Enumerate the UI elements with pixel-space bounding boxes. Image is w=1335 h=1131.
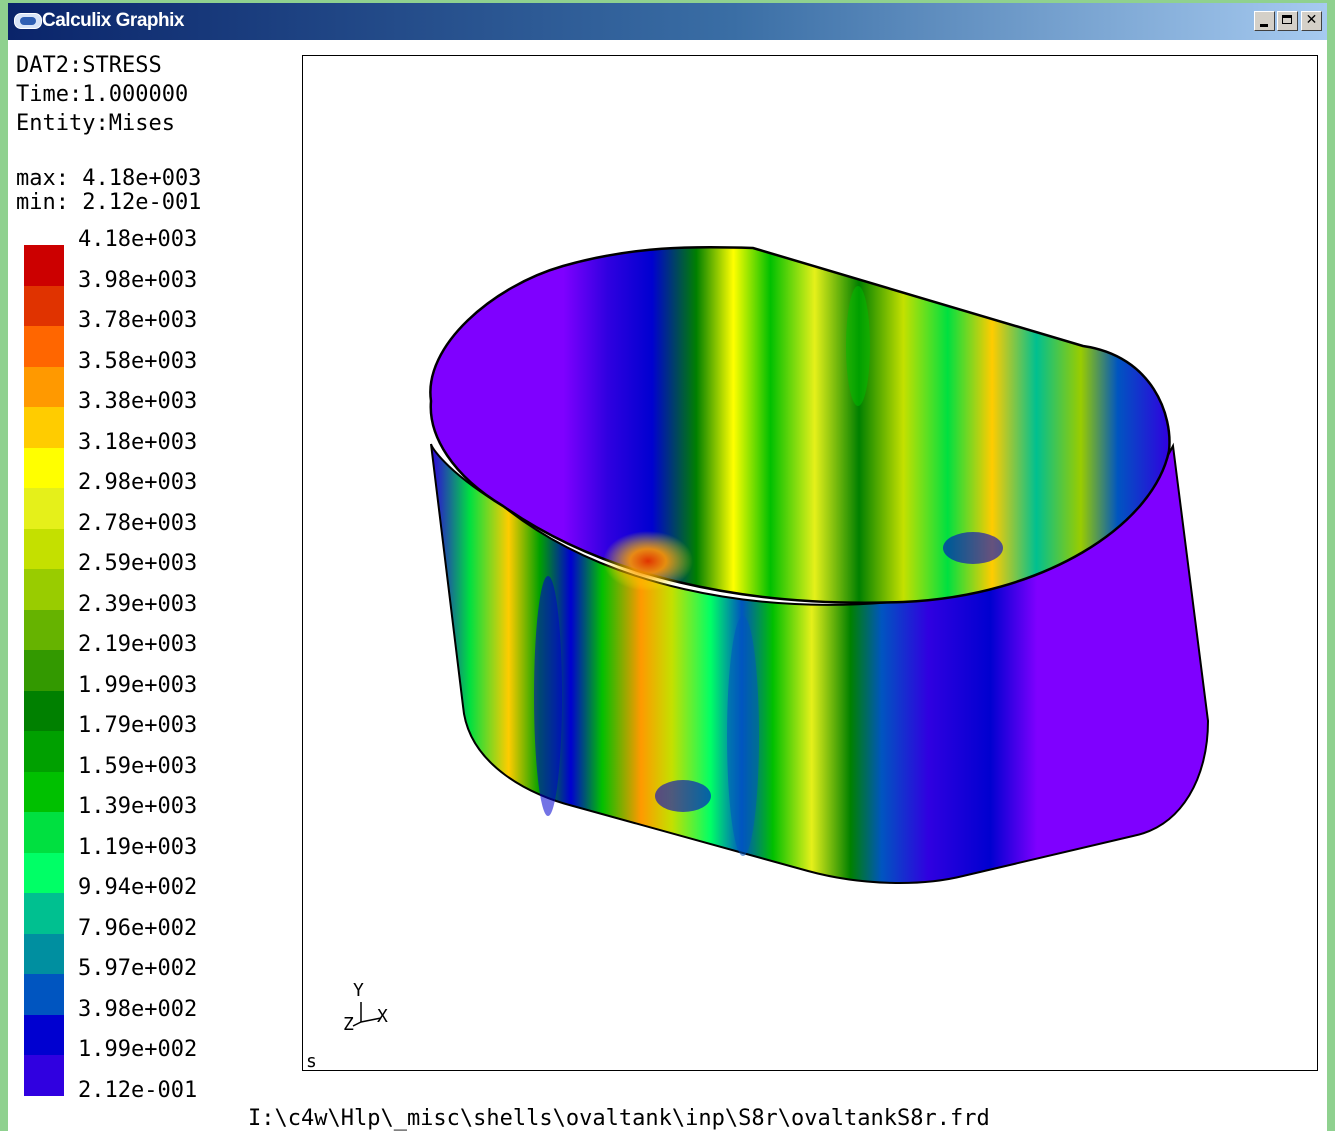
legend-value-label: 2.12e-001 [78,1077,198,1103]
max-value-label: max: 4.18e+003 [16,166,202,191]
time-label: Time:1.000000 [16,82,189,107]
legend-value-label: 5.97e+002 [78,956,198,981]
legend-swatch [24,690,64,731]
legend-swatch [24,326,64,367]
title-bar[interactable]: Calculix Graphix ✕ [8,3,1327,40]
tank-model[interactable] [303,56,1318,1071]
legend-swatch [24,650,64,691]
legend-value-label: 1.99e+003 [78,672,198,698]
legend-value-label: 1.79e+003 [78,713,198,738]
legend-swatch [24,852,64,893]
corner-label: s [306,1051,317,1071]
legend-value-label: 1.19e+003 [78,834,198,860]
legend-value-label: 3.98e+002 [78,996,198,1022]
close-icon: ✕ [1305,12,1318,28]
legend-value-label: 1.59e+003 [78,753,198,779]
maximize-icon [1282,15,1292,24]
legend-value-label: 2.19e+003 [78,632,198,657]
legend-value-label: 3.78e+003 [78,308,198,333]
min-value-label: min: 2.12e-001 [16,190,202,215]
legend-value-label: 4.18e+003 [78,227,198,252]
axis-x-label: X [377,1006,388,1027]
legend-value-label: 2.78e+003 [78,510,198,536]
close-button[interactable]: ✕ [1301,11,1322,31]
legend-value-label: 9.94e+002 [78,875,198,900]
legend-swatch [24,933,64,974]
legend-swatch [24,366,64,407]
dataset-label: DAT2:STRESS [16,53,162,78]
legend-swatch [24,1014,64,1055]
legend-value-label: 3.98e+003 [78,267,198,293]
legend-swatch [24,1055,64,1096]
legend-swatch [24,488,64,529]
file-path-label: I:\c4w\Hlp\_misc\shells\ovaltank\inp\S8r… [248,1106,990,1131]
legend-value-label: 2.59e+003 [78,551,198,576]
calculix-app-icon[interactable] [14,13,42,29]
legend-swatch [24,285,64,326]
legend-swatch [24,569,64,610]
minimize-icon [1260,24,1268,27]
legend-swatch [24,731,64,772]
legend-value-label: 1.39e+003 [78,794,198,819]
legend-swatch [24,407,64,448]
axis-triad-icon [352,1002,382,1027]
legend-value-label: 1.99e+002 [78,1037,198,1062]
color-legend-bar [24,245,64,1096]
axis-y-label: Y [353,980,364,1001]
legend-swatch [24,771,64,812]
legend-value-label: 3.58e+003 [78,348,198,374]
legend-swatch [24,447,64,488]
legend-value-label: 3.18e+003 [78,429,198,455]
minimize-button[interactable] [1254,11,1275,31]
legend-value-label: 3.38e+003 [78,389,198,414]
axis-z-label: Z [343,1014,354,1035]
legend-swatch [24,893,64,934]
legend-swatch [24,528,64,569]
window-title: Calculix Graphix [42,10,184,31]
legend-value-label: 2.39e+003 [78,591,198,617]
maximize-button[interactable] [1277,11,1298,31]
legend-swatch [24,245,64,286]
legend-value-label: 7.96e+002 [78,915,198,941]
legend-value-label: 2.98e+003 [78,470,198,495]
entity-label: Entity:Mises [16,111,175,136]
legend-swatch [24,974,64,1015]
legend-swatch [24,609,64,650]
3d-viewport[interactable]: Y X Z s [302,55,1318,1071]
legend-swatch [24,812,64,853]
